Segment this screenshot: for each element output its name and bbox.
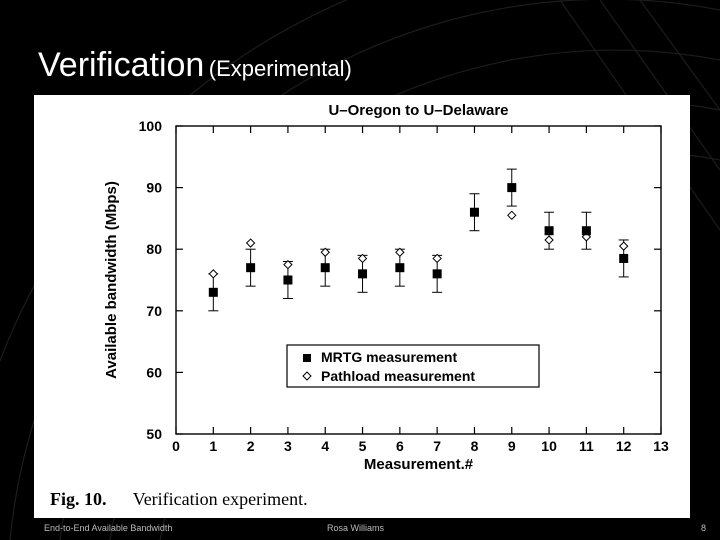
figure-caption-text: Verification experiment. [132, 489, 308, 509]
pathload-point [432, 253, 442, 264]
plot-frame [175, 125, 662, 435]
pathload-point [395, 247, 405, 257]
mrtg-point [544, 226, 554, 236]
legend-mrtg-marker [303, 354, 311, 362]
footer-page-number: 8 [700, 523, 706, 533]
legend-pathload-marker [302, 371, 312, 381]
y-tick-label: 90 [146, 180, 162, 196]
pathload-point [283, 259, 293, 270]
x-tick-label: 7 [433, 438, 441, 454]
y-tick-label: 80 [146, 241, 162, 257]
mrtg-point [581, 226, 591, 236]
pathload-point [507, 210, 517, 221]
legend-box [286, 344, 540, 388]
x-tick-label: 0 [172, 438, 180, 454]
mrtg-point [208, 287, 218, 297]
pathload-point [618, 241, 629, 251]
x-tick-label: 2 [247, 438, 255, 454]
legend-mrtg-label: MRTG measurement [321, 349, 457, 365]
slide-title-sub: (Experimental) [208, 56, 352, 81]
x-tick-label: 5 [359, 438, 367, 454]
legend-pathload-label: Pathload measurement [321, 368, 475, 384]
pathload-point [245, 238, 256, 248]
pathload-point [208, 269, 219, 279]
pathload-point [320, 247, 330, 257]
x-tick-label: 9 [508, 438, 516, 454]
mrtg-point [320, 263, 330, 273]
slide-title: Verification (Experimental) [38, 46, 352, 85]
x-tick-label: 13 [653, 438, 669, 454]
x-tick-label: 4 [321, 438, 329, 454]
y-tick-label: 100 [139, 118, 163, 134]
mrtg-point [432, 269, 442, 279]
chart-title: U–Oregon to U–Delaware [328, 102, 508, 119]
x-tick-label: 3 [284, 438, 292, 454]
x-axis-label: Measurement.# [364, 456, 474, 473]
figure-panel: U–Oregon to U–Delaware 50 60 70 80 90 100 0 1 2 3 4… [34, 95, 690, 518]
x-tick-label: 12 [616, 438, 632, 454]
footer-title: End-to-End Available Bandwidth [44, 523, 173, 533]
figure-caption: Fig. 10. Verification experiment. [50, 489, 308, 510]
mrtg-point [395, 263, 405, 273]
figure-caption-number: Fig. 10. [50, 489, 107, 509]
mrtg-point [358, 269, 368, 279]
mrtg-point [507, 183, 517, 193]
mrtg-point [283, 275, 293, 285]
mrtg-point [619, 253, 629, 263]
mrtg-point [246, 263, 256, 273]
x-tick-label: 10 [541, 438, 557, 454]
x-tick-label: 11 [579, 438, 594, 454]
y-tick-label: 70 [146, 303, 162, 319]
pathload-point [544, 235, 554, 245]
pathload-point [357, 253, 368, 264]
y-tick-label: 50 [146, 426, 162, 442]
y-axis-label: Available bandwidth (Mbps) [103, 181, 120, 379]
footer-author: Rosa Williams [327, 523, 385, 533]
mrtg-point [469, 207, 479, 217]
x-tick-label: 1 [209, 438, 217, 454]
y-tick-label: 60 [146, 364, 162, 380]
slide-title-main: Verification [38, 46, 205, 84]
x-tick-label: 8 [471, 438, 479, 454]
x-tick-label: 6 [396, 438, 404, 454]
